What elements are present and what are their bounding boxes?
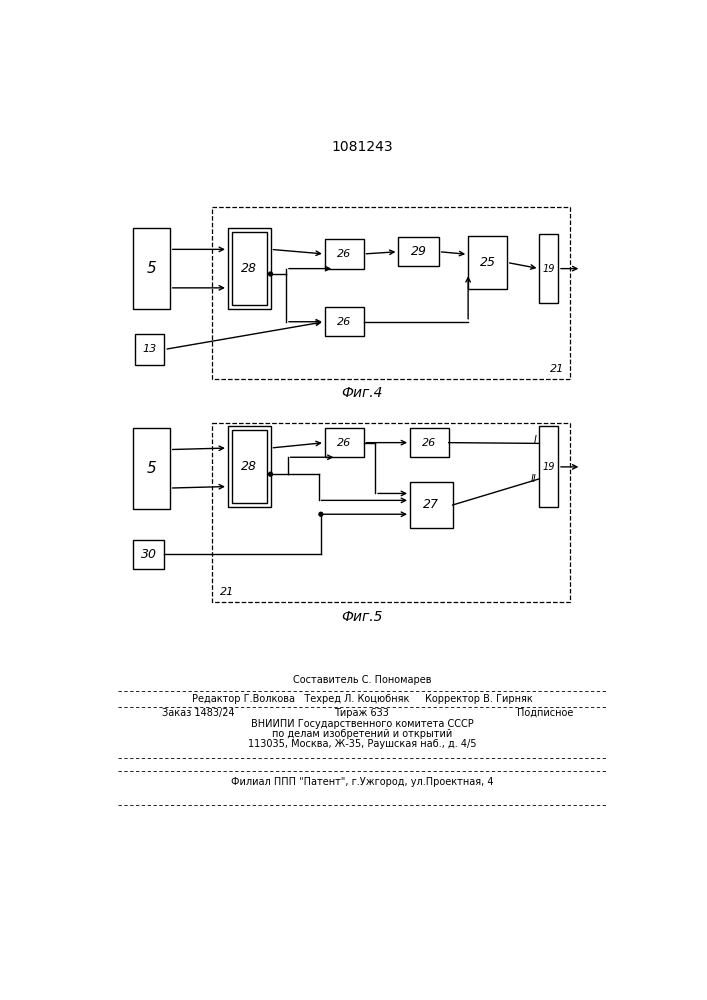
Text: 13: 13 [143,344,157,354]
Text: по делам изобретений и открытий: по делам изобретений и открытий [271,729,452,739]
Text: Филиал ППП "Патент", г.Ужгород, ул.Проектная, 4: Филиал ППП "Патент", г.Ужгород, ул.Проек… [230,777,493,787]
Text: 26: 26 [337,438,351,448]
Text: 27: 27 [423,498,439,512]
Circle shape [319,512,323,516]
Text: 29: 29 [411,245,426,258]
Text: 21: 21 [220,587,235,597]
Text: 28: 28 [241,262,257,275]
Text: 26: 26 [337,249,351,259]
Text: 113035, Москва, Ж-35, Раушская наб., д. 4/5: 113035, Москва, Ж-35, Раушская наб., д. … [247,739,477,749]
Text: ВНИИПИ Государственного комитета СССР: ВНИИПИ Государственного комитета СССР [250,719,473,729]
Bar [232,232,267,305]
Text: Фиг.5: Фиг.5 [341,610,382,624]
Text: Тираж 633: Тираж 633 [334,708,390,718]
Bar [232,430,267,503]
Text: 1081243: 1081243 [331,140,393,154]
Text: Подписное: Подписное [518,708,574,718]
Bar [212,207,571,379]
Text: 26: 26 [422,438,436,448]
Text: Заказ 1483/24: Заказ 1483/24 [162,708,235,718]
Text: 5: 5 [146,261,156,276]
Text: Составитель С. Пономарев: Составитель С. Пономарев [293,675,431,685]
Text: 25: 25 [479,256,496,269]
Text: 5: 5 [146,461,156,476]
Bar [410,482,452,528]
Circle shape [269,472,272,476]
Bar [325,428,363,457]
Text: 28: 28 [241,460,257,473]
Bar [134,428,170,509]
Bar [135,334,164,365]
Bar [134,540,164,569]
Bar [325,307,363,336]
Text: II: II [530,474,537,484]
Bar [468,235,507,289]
Text: 30: 30 [141,548,157,561]
Bar [398,237,438,266]
Text: 21: 21 [550,364,564,374]
Text: 26: 26 [337,317,351,327]
Bar [539,234,558,303]
Bar [410,428,449,457]
Circle shape [269,272,272,276]
Text: Редактор Г.Волкова   Техред Л. Коцюбняк     Корректор В. Гирняк: Редактор Г.Волкова Техред Л. Коцюбняк Ко… [192,694,532,704]
Bar [228,426,271,507]
Bar [228,228,271,309]
Text: Фиг.4: Фиг.4 [341,386,382,400]
Bar [539,426,558,507]
Text: I: I [534,435,537,445]
Text: 19: 19 [542,264,555,274]
Bar [134,228,170,309]
Bar [325,239,363,269]
Text: 19: 19 [542,462,555,472]
Bar [212,423,571,602]
